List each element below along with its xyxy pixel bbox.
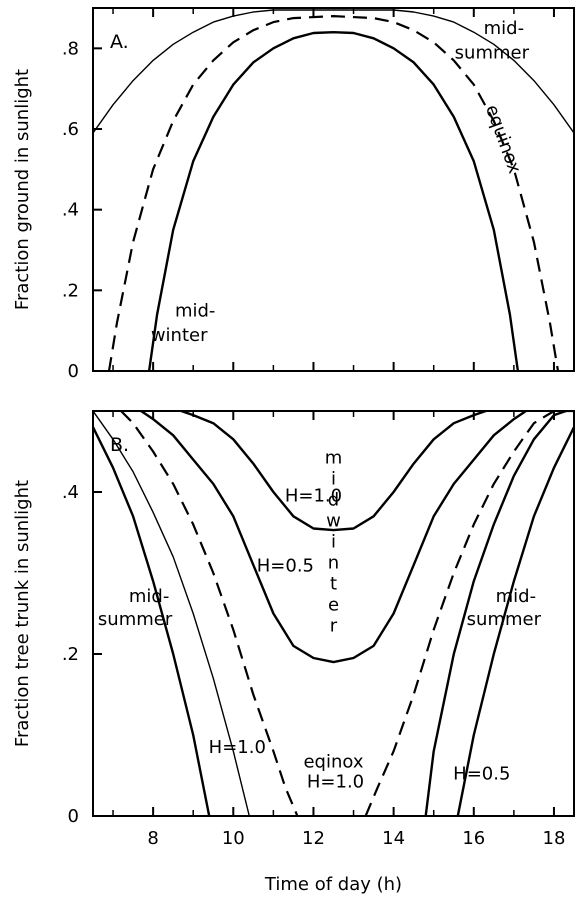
series-line-h-0-5 <box>424 411 567 816</box>
plot-frame <box>92 7 575 372</box>
y-axis-title: Fraction tree trunk in sunlight <box>12 480 33 747</box>
y-tick-label: 0 <box>68 806 79 827</box>
annotation-label: H=1.0 <box>209 737 266 758</box>
y-tick-label: 0 <box>68 361 79 382</box>
annotation-label: H=0.5 <box>453 764 510 785</box>
x-tick-label: 12 <box>302 828 325 849</box>
panel-a-ground-sunlight: 0 .2 .4 .6 .8 A. mid-summer equinox mid-winter Fr… <box>12 7 575 382</box>
annotation-label: mid- <box>496 586 536 607</box>
annotation-label: H=0.5 <box>257 555 314 576</box>
annotation-label: H=1.0 <box>307 772 364 793</box>
series-line-mid-summer <box>456 426 574 816</box>
series-line-h-0-5-mid-winter <box>140 411 527 664</box>
annotation-label: winter <box>151 325 208 346</box>
annotation-label: mid- <box>175 301 215 322</box>
panel-b-tree-trunk-sunlight: 0 .2 .4 8 10 12 14 16 18 B. H=1.0 H=0.5 m i d w i n t e r mid… <box>12 410 575 895</box>
panel-label: A. <box>110 31 129 53</box>
annotation-label: H=1.0 <box>285 486 342 507</box>
x-tick-label: 14 <box>382 828 405 849</box>
x-tick-label: 18 <box>543 828 566 849</box>
annotation-label: summer <box>455 42 530 63</box>
series-line-equinox <box>107 15 560 371</box>
y-tick-label: .6 <box>62 119 79 140</box>
annotation-label: mid- <box>484 18 524 39</box>
y-tick-label: .4 <box>62 200 79 221</box>
annotation-label: mid- <box>129 586 169 607</box>
series-line-h-1-0-mid-summer <box>93 411 250 816</box>
x-axis-title: Time of day (h) <box>264 874 402 895</box>
y-axis-title: Fraction ground in sunlight <box>12 69 33 310</box>
annotation-label: summer <box>98 609 173 630</box>
series-line-equinox-h-1-0 <box>120 411 299 816</box>
plot-frame <box>92 410 575 817</box>
panel-label: B. <box>110 434 129 456</box>
annotation-label: equinox <box>481 102 525 177</box>
y-tick-label: .8 <box>62 38 79 59</box>
x-tick-label: 8 <box>147 828 158 849</box>
series-line-mid-summer <box>93 426 211 816</box>
y-tick-label: .4 <box>62 482 79 503</box>
series-line-mid-summer <box>93 9 574 134</box>
y-tick-label: .2 <box>62 280 79 301</box>
series-line-mid-winter <box>147 31 520 371</box>
annotation-label: eqinox <box>303 751 363 772</box>
x-tick-label: 10 <box>222 828 245 849</box>
y-tick-label: .2 <box>62 644 79 665</box>
x-tick-label: 16 <box>462 828 485 849</box>
annotation-label: summer <box>467 609 542 630</box>
series-line-h-1-0-mid-winter <box>180 411 487 532</box>
